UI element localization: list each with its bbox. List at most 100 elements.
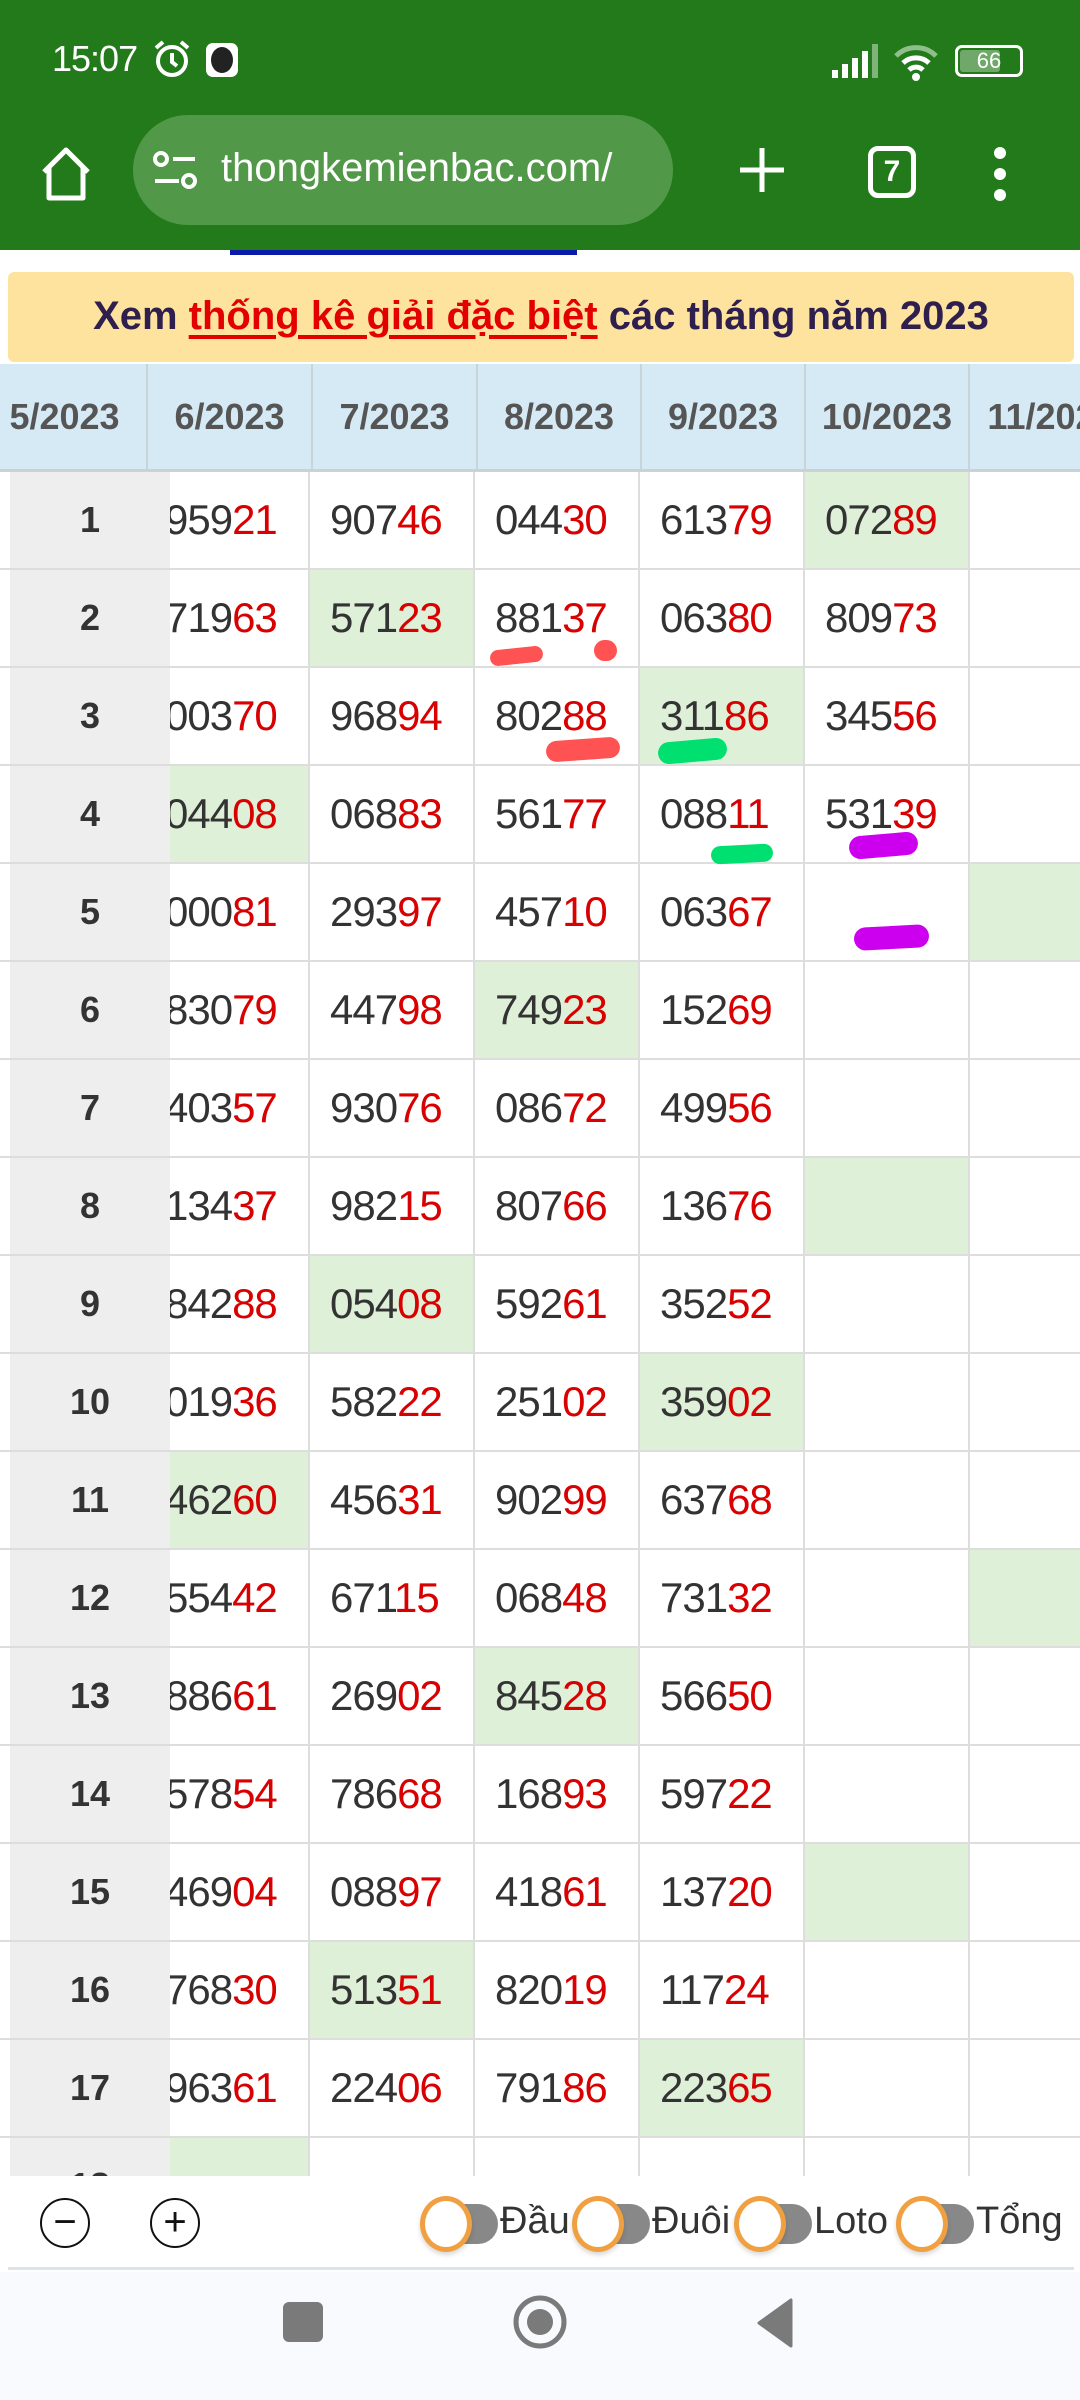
result-cell[interactable]: 15269 xyxy=(640,962,805,1058)
column-header[interactable]: 8/2023 xyxy=(478,364,642,472)
result-cell[interactable] xyxy=(970,1844,1080,1940)
result-cell[interactable] xyxy=(970,1158,1080,1254)
result-cell[interactable]: 35902 xyxy=(640,1354,805,1450)
result-cell[interactable]: 63768 xyxy=(640,1452,805,1548)
result-cell[interactable] xyxy=(970,1452,1080,1548)
result-cell[interactable]: 22365 xyxy=(640,2040,805,2136)
result-cell[interactable] xyxy=(805,1844,970,1940)
toggle-duoi[interactable] xyxy=(572,2196,650,2252)
result-cell[interactable]: 35252 xyxy=(640,1256,805,1352)
result-cell[interactable]: 44798 xyxy=(310,962,475,1058)
result-cell[interactable] xyxy=(805,2138,970,2176)
result-cell[interactable]: 51351 xyxy=(310,1942,475,2038)
recents-button[interactable] xyxy=(283,2302,323,2342)
column-header[interactable]: 9/2023 xyxy=(642,364,806,472)
result-cell[interactable] xyxy=(970,864,1080,960)
result-cell[interactable]: 84528 xyxy=(475,1648,640,1744)
result-cell[interactable]: 01936 xyxy=(145,1354,310,1450)
result-cell[interactable]: 06883 xyxy=(310,766,475,862)
result-cell[interactable]: 55442 xyxy=(145,1550,310,1646)
result-cell[interactable] xyxy=(970,1648,1080,1744)
result-cell[interactable] xyxy=(970,1746,1080,1842)
column-header[interactable]: 11/2023 xyxy=(970,364,1080,472)
result-cell[interactable]: 06380 xyxy=(640,570,805,666)
result-cell[interactable]: 98215 xyxy=(310,1158,475,1254)
toggle-loto[interactable] xyxy=(734,2196,812,2252)
result-cell[interactable]: 04430 xyxy=(475,472,640,568)
toggle-tong[interactable] xyxy=(896,2196,974,2252)
result-cell[interactable]: 06848 xyxy=(475,1550,640,1646)
stats-table[interactable]: 5/2023 6/2023 7/2023 8/2023 9/2023 10/2023 11/… xyxy=(0,362,1080,2176)
result-cell[interactable] xyxy=(805,1354,970,1450)
result-cell[interactable]: 80973 xyxy=(805,570,970,666)
address-bar[interactable]: thongkemienbac.com/ xyxy=(133,115,673,225)
home-icon[interactable] xyxy=(40,146,92,202)
result-cell[interactable] xyxy=(310,2138,475,2176)
result-cell[interactable] xyxy=(970,1942,1080,2038)
result-cell[interactable] xyxy=(805,962,970,1058)
result-cell[interactable]: 82019 xyxy=(475,1942,640,2038)
result-cell[interactable]: 79186 xyxy=(475,2040,640,2136)
result-cell[interactable]: 59722 xyxy=(640,1746,805,1842)
result-cell[interactable] xyxy=(805,1550,970,1646)
result-cell[interactable]: 00081 xyxy=(145,864,310,960)
result-cell[interactable]: 08811 xyxy=(640,766,805,862)
column-header[interactable]: 6/2023 xyxy=(148,364,313,472)
zoom-out-button[interactable]: − xyxy=(40,2198,90,2248)
result-cell[interactable] xyxy=(970,766,1080,862)
result-cell[interactable] xyxy=(970,1550,1080,1646)
stats-link[interactable]: thống kê giải đặc biệt xyxy=(188,294,598,338)
back-button[interactable] xyxy=(755,2298,795,2348)
result-cell[interactable] xyxy=(805,1060,970,1156)
result-cell[interactable]: 45631 xyxy=(310,1452,475,1548)
result-cell[interactable]: 88137 xyxy=(475,570,640,666)
result-cell[interactable]: 04408 xyxy=(145,766,310,862)
result-cell[interactable]: 80288 xyxy=(475,668,640,764)
result-cell[interactable] xyxy=(640,2138,805,2176)
result-cell[interactable]: 93076 xyxy=(310,1060,475,1156)
result-cell[interactable]: 08897 xyxy=(310,1844,475,1940)
result-cell[interactable] xyxy=(970,2138,1080,2176)
column-header[interactable]: 5/2023 xyxy=(0,364,148,472)
result-cell[interactable]: 06367 xyxy=(640,864,805,960)
result-cell[interactable]: 83079 xyxy=(145,962,310,1058)
result-cell[interactable]: 57123 xyxy=(310,570,475,666)
new-tab-icon[interactable] xyxy=(738,146,786,194)
result-cell[interactable] xyxy=(970,2040,1080,2136)
result-cell[interactable]: 58222 xyxy=(310,1354,475,1450)
result-cell[interactable]: 96361 xyxy=(145,2040,310,2136)
result-cell[interactable]: 45710 xyxy=(475,864,640,960)
result-cell[interactable] xyxy=(970,668,1080,764)
result-cell[interactable]: 13720 xyxy=(640,1844,805,1940)
result-cell[interactable]: 05408 xyxy=(310,1256,475,1352)
result-cell[interactable]: 88661 xyxy=(145,1648,310,1744)
result-cell[interactable] xyxy=(475,2138,640,2176)
result-cell[interactable]: 78668 xyxy=(310,1746,475,1842)
result-cell[interactable]: 08672 xyxy=(475,1060,640,1156)
result-cell[interactable]: 80766 xyxy=(475,1158,640,1254)
result-cell[interactable] xyxy=(145,2138,310,2176)
result-cell[interactable] xyxy=(805,1452,970,1548)
result-cell[interactable]: 25102 xyxy=(475,1354,640,1450)
result-cell[interactable] xyxy=(805,2040,970,2136)
result-cell[interactable]: 84288 xyxy=(145,1256,310,1352)
result-cell[interactable]: 90746 xyxy=(310,472,475,568)
result-cell[interactable]: 95921 xyxy=(145,472,310,568)
url-text[interactable]: thongkemienbac.com/ xyxy=(221,146,613,190)
result-cell[interactable] xyxy=(805,1746,970,1842)
result-cell[interactable]: 49956 xyxy=(640,1060,805,1156)
result-cell[interactable]: 57854 xyxy=(145,1746,310,1842)
result-cell[interactable]: 00370 xyxy=(145,668,310,764)
result-cell[interactable] xyxy=(970,570,1080,666)
result-cell[interactable] xyxy=(970,1354,1080,1450)
result-cell[interactable]: 53139 xyxy=(805,766,970,862)
result-cell[interactable]: 61379 xyxy=(640,472,805,568)
result-cell[interactable]: 16893 xyxy=(475,1746,640,1842)
result-cell[interactable]: 76830 xyxy=(145,1942,310,2038)
result-cell[interactable]: 46904 xyxy=(145,1844,310,1940)
home-button[interactable] xyxy=(512,2294,568,2350)
result-cell[interactable]: 34556 xyxy=(805,668,970,764)
result-cell[interactable]: 67115 xyxy=(310,1550,475,1646)
result-cell[interactable]: 71963 xyxy=(145,570,310,666)
result-cell[interactable]: 59261 xyxy=(475,1256,640,1352)
